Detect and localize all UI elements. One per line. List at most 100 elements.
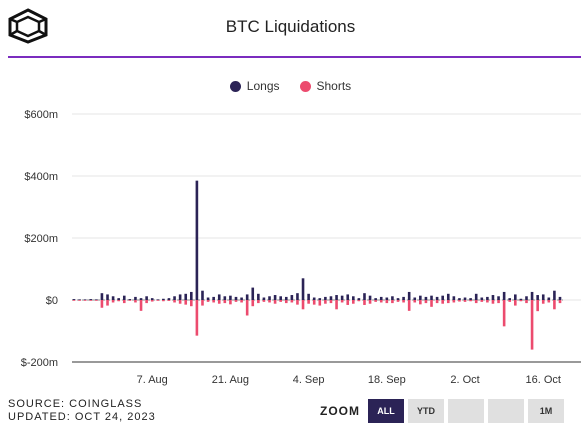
bar-longs: [167, 298, 171, 300]
x-tick-label: 16. Oct: [526, 374, 561, 386]
bar-longs: [402, 296, 405, 300]
bar-longs: [474, 293, 478, 300]
bar-shorts: [284, 300, 288, 304]
bar-shorts: [268, 300, 271, 303]
chart-legend: Longs Shorts: [0, 79, 581, 93]
bar-longs: [201, 290, 204, 300]
zoom-all-button[interactable]: ALL: [368, 399, 404, 423]
bar-shorts: [279, 300, 282, 302]
bar-shorts: [150, 300, 154, 302]
legend-item-longs[interactable]: Longs: [229, 79, 280, 93]
bar-shorts: [262, 300, 266, 302]
bar-longs: [486, 296, 489, 300]
bar-shorts: [122, 300, 126, 304]
bar-longs: [469, 298, 472, 300]
x-tick-label: 18. Sep: [368, 374, 406, 386]
bar-shorts: [117, 300, 120, 302]
bar-longs: [223, 296, 227, 300]
bar-shorts: [480, 300, 484, 302]
bar-longs: [419, 295, 422, 300]
bar-longs: [262, 297, 266, 300]
bar-shorts: [346, 300, 350, 305]
bar-shorts: [357, 300, 361, 302]
bar-shorts: [229, 300, 232, 305]
bar-shorts: [413, 300, 417, 303]
bar-shorts: [452, 300, 456, 303]
bar-longs: [184, 293, 188, 300]
bar-shorts: [100, 300, 104, 308]
x-tick-label: 21. Aug: [212, 374, 249, 386]
bar-shorts: [385, 300, 389, 304]
bar-longs: [430, 295, 433, 300]
bar-longs: [279, 296, 282, 300]
bar-longs: [178, 294, 182, 300]
chart-footer: SOURCE: COINGLASS UPDATED: OCT 24, 2023: [8, 398, 156, 424]
bar-shorts: [441, 300, 444, 304]
bar-shorts: [374, 300, 377, 302]
bar-longs: [346, 294, 350, 300]
coinglass-logo-icon: [8, 8, 48, 44]
bar-longs: [128, 299, 132, 300]
bar-longs: [217, 294, 221, 300]
bar-longs: [95, 299, 98, 301]
bar-shorts: [273, 300, 277, 304]
x-tick-label: 2. Oct: [450, 374, 479, 386]
bar-longs: [150, 298, 154, 300]
bar-longs: [251, 287, 255, 300]
bar-shorts: [352, 300, 355, 304]
bar-shorts: [547, 300, 551, 303]
bar-shorts: [324, 300, 327, 304]
bar-shorts: [514, 300, 517, 306]
bar-longs: [374, 298, 377, 300]
bar-longs: [145, 296, 148, 300]
bar-longs: [78, 299, 81, 301]
bar-longs: [525, 296, 528, 300]
legend-dot-shorts: [299, 80, 311, 92]
legend-item-shorts[interactable]: Shorts: [299, 79, 351, 93]
bar-longs: [318, 298, 322, 300]
bar-longs: [268, 296, 271, 300]
bar-longs: [335, 295, 338, 300]
bar-longs: [212, 296, 215, 300]
zoom-1m-button[interactable]: 1M: [528, 399, 564, 423]
bar-shorts: [111, 300, 115, 303]
bar-shorts: [195, 300, 199, 336]
bar-longs: [530, 291, 534, 300]
bar-longs: [363, 293, 366, 300]
bar-shorts: [251, 300, 255, 307]
updated-text: UPDATED: OCT 24, 2023: [8, 411, 156, 423]
bar-shorts: [340, 300, 344, 303]
bar-shorts: [106, 300, 109, 306]
bar-shorts: [402, 300, 405, 303]
bar-longs: [296, 293, 299, 300]
bar-shorts: [469, 300, 472, 302]
bar-longs: [357, 298, 361, 300]
bar-longs: [240, 297, 243, 300]
zoom-ytd-button[interactable]: YTD: [408, 399, 444, 423]
bar-shorts: [173, 300, 176, 303]
zoom-button-3[interactable]: [448, 399, 484, 423]
bar-shorts: [162, 300, 165, 302]
bar-shorts: [519, 300, 523, 302]
bar-longs: [173, 296, 176, 300]
liquidations-chart: $600m $400m $200m $0 $-200m 7. Aug 21. Aug 4. S…: [21, 109, 581, 386]
zoom-button-4[interactable]: [488, 399, 524, 423]
bar-shorts: [156, 300, 160, 301]
bar-shorts: [217, 300, 221, 304]
x-tick-label: 7. Aug: [137, 374, 168, 386]
bar-shorts: [486, 300, 489, 303]
bar-shorts: [558, 300, 562, 304]
bar-shorts: [318, 300, 322, 306]
bar-longs: [553, 290, 556, 300]
bar-shorts: [95, 300, 98, 301]
bar-longs: [329, 296, 333, 300]
bar-longs: [541, 294, 545, 300]
bar-shorts: [83, 300, 87, 301]
bar-longs: [111, 296, 115, 300]
bar-shorts: [184, 300, 188, 305]
bar-longs: [195, 180, 199, 300]
bar-shorts: [223, 300, 227, 304]
bar-shorts: [290, 300, 294, 303]
bar-shorts: [474, 300, 478, 304]
bar-longs: [435, 296, 439, 300]
